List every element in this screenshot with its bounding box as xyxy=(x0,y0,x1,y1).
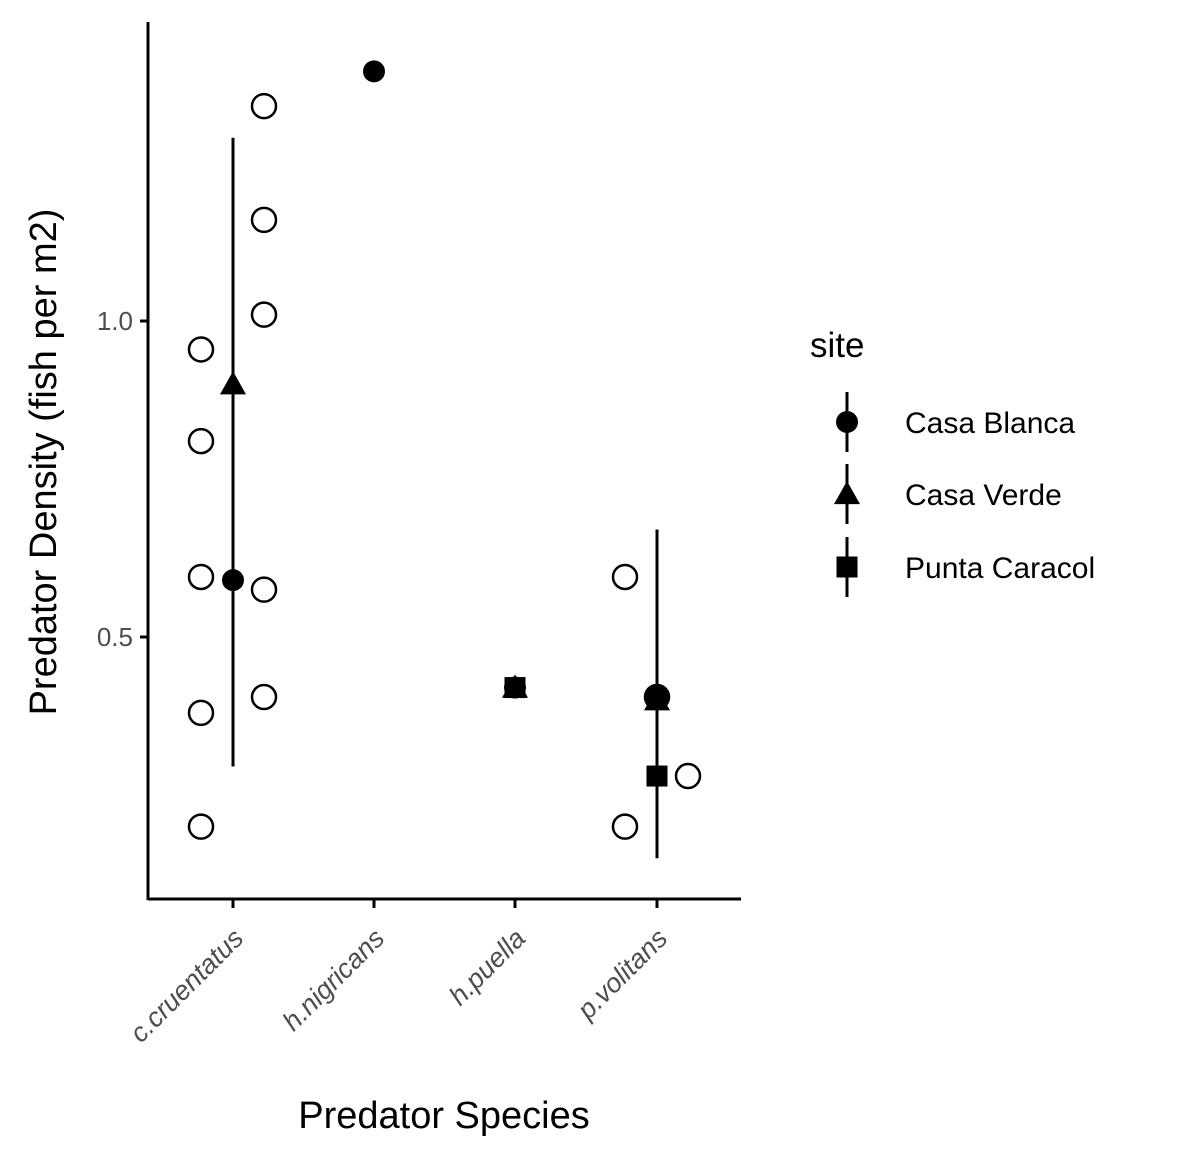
raw-point xyxy=(250,92,278,120)
x-tick-label-h-nigricans: h.nigricans xyxy=(277,923,391,1037)
x-tick-label-h-puella: h.puella xyxy=(443,923,531,1011)
point-punta-caracol-p-volitans xyxy=(646,765,668,787)
raw-point xyxy=(674,762,702,790)
raw-point xyxy=(250,683,278,711)
y-axis-title: Predator Density (fish per m2) xyxy=(23,209,65,716)
plot-area xyxy=(187,60,702,859)
legend-key-symbol-casa-blanca xyxy=(836,411,858,433)
legend-title: site xyxy=(810,326,864,365)
legend-label-punta-caracol: Punta Caracol xyxy=(905,552,1095,585)
raw-point xyxy=(611,813,639,840)
y-tick-label: 0.5 xyxy=(97,622,133,652)
raw-point xyxy=(250,301,278,328)
raw-point xyxy=(250,206,278,234)
point-casa-blanca-c-cruentatus xyxy=(222,569,244,592)
raw-point xyxy=(250,576,278,603)
x-axis-ticks: c.cruentatus h.nigricans h.puella p.volitan… xyxy=(124,899,673,1048)
raw-point xyxy=(187,336,215,363)
legend-label-casa-blanca: Casa Blanca xyxy=(905,407,1075,440)
legend-label-casa-verde: Casa Verde xyxy=(905,479,1062,512)
point-casa-blanca-p-volitans xyxy=(646,686,668,709)
legend-key-symbol-casa-verde xyxy=(834,481,860,505)
point-casa-blanca-h-nigricans xyxy=(363,60,385,83)
raw-point xyxy=(187,699,215,727)
legend-keys: Casa Blanca Casa Verde Punta Caracol xyxy=(834,392,1095,597)
raw-point xyxy=(611,563,639,591)
legend-key-symbol-punta-caracol xyxy=(836,556,858,578)
x-axis-title: Predator Species xyxy=(298,1095,590,1137)
point-casa-verde-c-cruentatus xyxy=(220,371,246,395)
x-tick-label-c-cruentatus: c.cruentatus xyxy=(124,923,249,1048)
raw-point xyxy=(187,563,215,591)
raw-point xyxy=(187,427,215,455)
x-tick-label-p-volitans: p.volitans xyxy=(571,923,674,1026)
point-casa-blanca-h-puella xyxy=(504,676,526,699)
raw-point xyxy=(187,813,215,840)
legend: site Casa Blanca Casa Verde Punta Caracol xyxy=(810,326,1095,597)
y-axis-ticks: 0.5 1.0 xyxy=(97,306,148,652)
y-tick-label: 1.0 xyxy=(97,306,133,336)
